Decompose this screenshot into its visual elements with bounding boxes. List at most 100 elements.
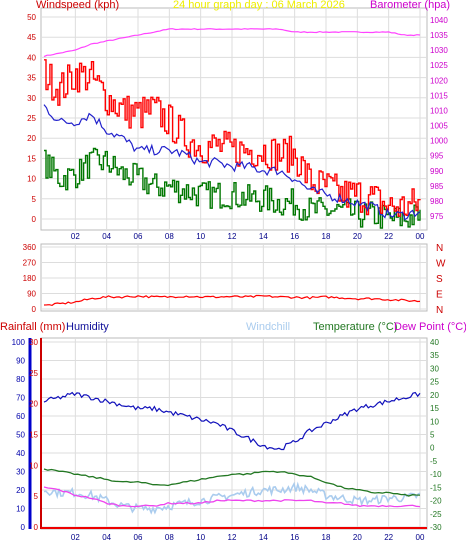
barometer-y-tick-label: 1025	[430, 61, 448, 70]
temp-x-axis-ticks: 02 04 06 08 10 12 14 16 18 20 22 00	[71, 533, 425, 542]
direction-y-tick-label: 360	[23, 243, 37, 252]
barometer-y-tick-label: 1005	[430, 122, 448, 131]
wind-x-tick-label: 12	[228, 232, 237, 241]
humidity-y-tick-label: 0	[21, 523, 26, 532]
temp-x-tick-label: 10	[196, 533, 205, 542]
humidity-y-axis-ticks: 0 10 20 30 40 50 60 70 80 90 100	[12, 338, 26, 532]
barometer-y-tick-label: 1030	[430, 46, 448, 55]
humidity-y-tick-label: 40	[16, 449, 25, 458]
humidity-y-tick-label: 70	[16, 394, 25, 403]
wind-x-tick-label: 10	[196, 232, 205, 241]
rainfall-y-axis-ticks: 0 5 10 15 20 25 30	[29, 338, 38, 532]
rainfall-y-tick-label: 15	[29, 431, 38, 440]
barometer-y-tick-label: 1035	[430, 31, 448, 40]
temperature-y-tick-label: -15	[430, 483, 442, 492]
humidity-label: Humidity	[66, 321, 109, 333]
wind-x-tick-label: 02	[71, 232, 80, 241]
temp-x-tick-label: 18	[322, 533, 331, 542]
rainfall-y-tick-label: 20	[29, 400, 38, 409]
temperature-y-tick-label: -5	[430, 457, 438, 466]
temperature-y-tick-label: 25	[430, 378, 439, 387]
temp-x-tick-label: 02	[71, 533, 80, 542]
humidity-y-tick-label: 50	[16, 431, 25, 440]
humidity-y-tick-label: 30	[16, 468, 25, 477]
temperature-y-tick-label: -10	[430, 470, 442, 479]
temperature-y-tick-label: 20	[430, 391, 439, 400]
direction-panel-grid	[41, 244, 427, 311]
windspeed-label: Windspeed (kph)	[36, 0, 119, 11]
wind-y-tick-label: 35	[27, 74, 36, 83]
wind-average-line	[43, 104, 421, 221]
barometer-y-tick-label: 985	[430, 182, 444, 191]
temp-x-tick-label: 00	[416, 533, 425, 542]
temperature-y-tick-label: -20	[430, 497, 442, 506]
direction-compass-label: S	[436, 274, 443, 285]
barometer-y-axis-ticks: 975 980 985 990 995 1000 1005 1010 1015 1020 1025 1…	[430, 16, 448, 221]
temperature-y-tick-label: 30	[430, 364, 439, 373]
direction-y-tick-label: 180	[23, 274, 37, 283]
rainfall-y-tick-label: 10	[29, 461, 38, 470]
wind-x-tick-label: 22	[384, 232, 393, 241]
humidity-y-tick-label: 80	[16, 375, 25, 384]
temp-x-tick-label: 12	[228, 533, 237, 542]
temp-x-tick-label: 06	[134, 533, 143, 542]
temperature-y-tick-label: 40	[430, 338, 439, 347]
wind-y-tick-label: 45	[27, 33, 36, 42]
wind-panel-frame	[40, 7, 428, 231]
wind-x-tick-label: 16	[290, 232, 299, 241]
windchill-line	[43, 481, 421, 515]
temp-panel-series	[43, 391, 421, 515]
temp-x-tick-label: 16	[290, 533, 299, 542]
humidity-y-tick-label: 20	[16, 486, 25, 495]
wind-x-tick-label: 06	[134, 232, 143, 241]
graph-day-label: 24 hour graph day : 06 March 2026	[173, 0, 345, 11]
wind-y-tick-label: 50	[27, 13, 36, 22]
temperature-y-tick-label: -25	[430, 510, 442, 519]
humidity-y-tick-label: 100	[12, 338, 26, 347]
barometer-label: Barometer (hpa)	[370, 0, 450, 11]
wind-x-tick-label: 14	[259, 232, 268, 241]
temperature-y-tick-label: 5	[430, 431, 435, 440]
barometer-y-tick-label: 1020	[430, 76, 448, 85]
temperature-y-axis-ticks: 40 35 30 25 20 15 10 5 0 -5 -10 -15 -20 -25 -30	[430, 338, 442, 532]
wind-y-axis-ticks: 0 5 10 15 20 25 30 35 40 45 50	[27, 13, 36, 224]
temperature-y-tick-label: 0	[430, 444, 435, 453]
temp-x-tick-label: 22	[384, 533, 393, 542]
direction-y-tick-label: 90	[27, 290, 36, 299]
direction-y-tick-label: 270	[23, 259, 37, 268]
rainfall-y-tick-label: 30	[29, 338, 38, 347]
rainfall-y-tick-label: 0	[34, 523, 39, 532]
direction-compass-label: N	[436, 305, 443, 316]
barometer-line	[43, 28, 421, 58]
humidity-y-tick-label: 10	[16, 505, 25, 514]
wind-y-tick-label: 20	[27, 134, 36, 143]
barometer-y-tick-label: 1040	[430, 16, 448, 25]
wind-x-tick-label: 00	[416, 232, 425, 241]
humidity-line	[43, 391, 421, 451]
wind-direction-line	[43, 294, 421, 307]
humidity-y-tick-label: 60	[16, 412, 25, 421]
barometer-y-tick-label: 975	[430, 212, 444, 221]
wind-x-tick-label: 04	[102, 232, 111, 241]
wind-y-tick-label: 25	[27, 114, 36, 123]
windchill-label: Windchill	[246, 321, 290, 333]
temperature-y-tick-label: 10	[430, 417, 439, 426]
direction-y-tick-label: 0	[32, 305, 37, 314]
wind-x-tick-label: 18	[322, 232, 331, 241]
wind-gust-line	[44, 59, 421, 217]
temp-x-tick-label: 14	[259, 533, 268, 542]
wind-y-tick-label: 40	[27, 53, 36, 62]
rainfall-label: Rainfall (mm)	[0, 321, 65, 333]
rainfall-y-tick-label: 5	[34, 492, 39, 501]
direction-compass-label: W	[436, 259, 446, 270]
temp-x-tick-label: 04	[102, 533, 111, 542]
temperature-y-tick-label: 15	[430, 404, 439, 413]
rainfall-y-tick-label: 25	[29, 369, 38, 378]
barometer-y-tick-label: 995	[430, 152, 444, 161]
dewpoint-label: Dew Point (°C)	[394, 321, 466, 333]
direction-compass-label: N	[436, 243, 443, 254]
wind-y-tick-label: 5	[32, 195, 37, 204]
wind-x-tick-label: 20	[353, 232, 362, 241]
